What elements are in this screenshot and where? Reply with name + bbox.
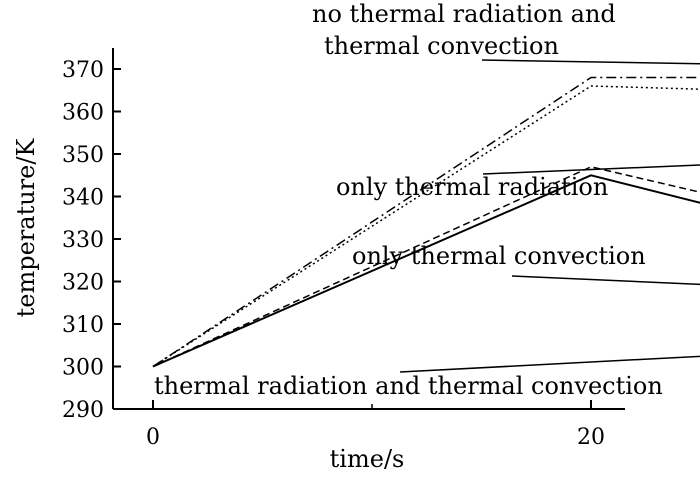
y-tick-label: 320 [62, 271, 104, 296]
y-tick-label: 330 [62, 228, 104, 253]
series-line-dashed [152, 166, 700, 368]
series-line-solid [152, 174, 700, 368]
y-tick-label: 370 [62, 58, 104, 83]
series-line-dash-dot [152, 76, 700, 368]
annotation-only-radiation: only thermal radiation [336, 173, 608, 201]
annotation-both: thermal radiation and thermal convection [154, 372, 663, 400]
y-tick-label: 300 [62, 356, 104, 381]
ticks: 020406080100290300310320330340350360370 [62, 58, 605, 450]
annotation-arrow [481, 59, 700, 65]
annotation-labels: no thermal radiation and thermal convect… [154, 0, 663, 400]
y-tick-label: 360 [62, 101, 104, 126]
x-axis-title: time/s [330, 445, 405, 473]
x-tick-label: 20 [577, 425, 605, 450]
y-tick-label: 350 [62, 143, 104, 168]
x-tick-label: 0 [146, 425, 160, 450]
y-axis-title: temperature/K [12, 138, 40, 318]
y-tick-label: 290 [62, 398, 104, 423]
annotation-arrow [482, 164, 700, 175]
annotation-only-convection: only thermal convection [352, 242, 646, 270]
annotation-no-radiation-line1: no thermal radiation and [312, 0, 616, 28]
annotation-arrow [511, 275, 700, 286]
y-tick-label: 310 [62, 313, 104, 338]
annotation-no-radiation-line2: thermal convection [324, 32, 559, 60]
axes [112, 48, 625, 410]
annotation-arrows [399, 59, 700, 373]
annotation-arrow [399, 355, 700, 373]
series-line-dotted [152, 85, 700, 368]
series-layer [152, 76, 700, 368]
y-tick-label: 340 [62, 186, 104, 211]
